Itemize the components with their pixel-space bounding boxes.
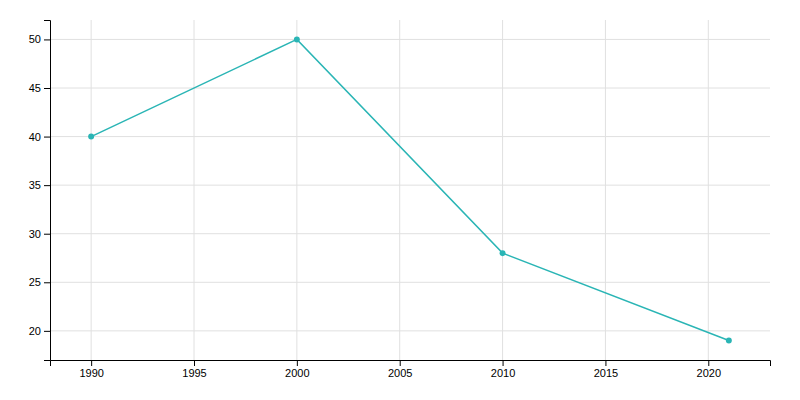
tick-label: 1990 — [79, 367, 103, 379]
grid-line-x — [91, 20, 92, 360]
tick-mark — [503, 360, 504, 366]
tick: 25 — [29, 276, 50, 288]
tick: 50 — [29, 33, 50, 45]
tick: 2005 — [388, 360, 412, 379]
tick: 2020 — [697, 360, 721, 379]
chart-svg: 1990199520002005201020152020202530354045… — [0, 0, 800, 400]
tick-mark — [708, 360, 709, 366]
x-axis: 1990 1995 2000 2005 2010 2015 2020 — [51, 360, 771, 379]
tick-label: 35 — [29, 179, 41, 191]
tick-label: 45 — [29, 82, 41, 94]
marker — [500, 250, 506, 256]
tick: 20 — [29, 325, 50, 337]
y-axis: 20 25 30 35 40 45 50 — [29, 21, 51, 361]
plot-area: 1990199520002005201020152020202530354045… — [29, 20, 771, 379]
tick: 45 — [29, 82, 50, 94]
tick: 2010 — [491, 360, 515, 379]
tick-mark — [91, 360, 92, 366]
grid-line-y — [50, 88, 770, 89]
tick-mark — [297, 360, 298, 366]
tick-mark — [44, 282, 50, 283]
tick-mark — [605, 360, 606, 366]
tick-label: 30 — [29, 228, 41, 240]
grid-line-x — [605, 20, 606, 360]
tick: 1995 — [182, 360, 206, 379]
data-layer — [88, 36, 732, 343]
grid-line-x — [708, 20, 709, 360]
grid-line-y — [50, 233, 770, 234]
grid-line-y — [50, 282, 770, 283]
tick-label: 2015 — [594, 367, 618, 379]
tick: 2000 — [285, 360, 309, 379]
axis-line — [51, 361, 771, 367]
grid-line-x — [502, 20, 503, 360]
tick-mark — [400, 360, 401, 366]
tick-mark — [44, 39, 50, 40]
grid-line-y — [50, 39, 770, 40]
marker — [88, 134, 94, 140]
grid — [50, 20, 770, 360]
tick: 40 — [29, 131, 50, 143]
tick-label: 25 — [29, 276, 41, 288]
tick-label: 20 — [29, 325, 41, 337]
tick-label: 1995 — [182, 367, 206, 379]
line — [91, 39, 729, 340]
tick-label: 50 — [29, 33, 41, 45]
tick: 35 — [29, 179, 50, 191]
tick: 30 — [29, 228, 50, 240]
tick-label: 2020 — [697, 367, 721, 379]
tick-label: 2010 — [491, 367, 515, 379]
tick-mark — [44, 185, 50, 186]
grid-line-y — [50, 136, 770, 137]
grid-line-x — [296, 20, 297, 360]
marker — [294, 36, 300, 42]
grid-line-x — [194, 20, 195, 360]
grid-line-y — [50, 185, 770, 186]
tick-mark — [44, 331, 50, 332]
tick-label: 2000 — [285, 367, 309, 379]
tick: 1990 — [79, 360, 103, 379]
tick: 2015 — [594, 360, 618, 379]
tick-label: 40 — [29, 131, 41, 143]
tick-mark — [44, 137, 50, 138]
grid-line-y — [50, 330, 770, 331]
tick-mark — [194, 360, 195, 366]
tick-label: 2005 — [388, 367, 412, 379]
marker — [726, 338, 732, 344]
tick-mark — [44, 88, 50, 89]
tick-mark — [44, 234, 50, 235]
axis-line — [44, 21, 51, 361]
grid-line-x — [399, 20, 400, 360]
